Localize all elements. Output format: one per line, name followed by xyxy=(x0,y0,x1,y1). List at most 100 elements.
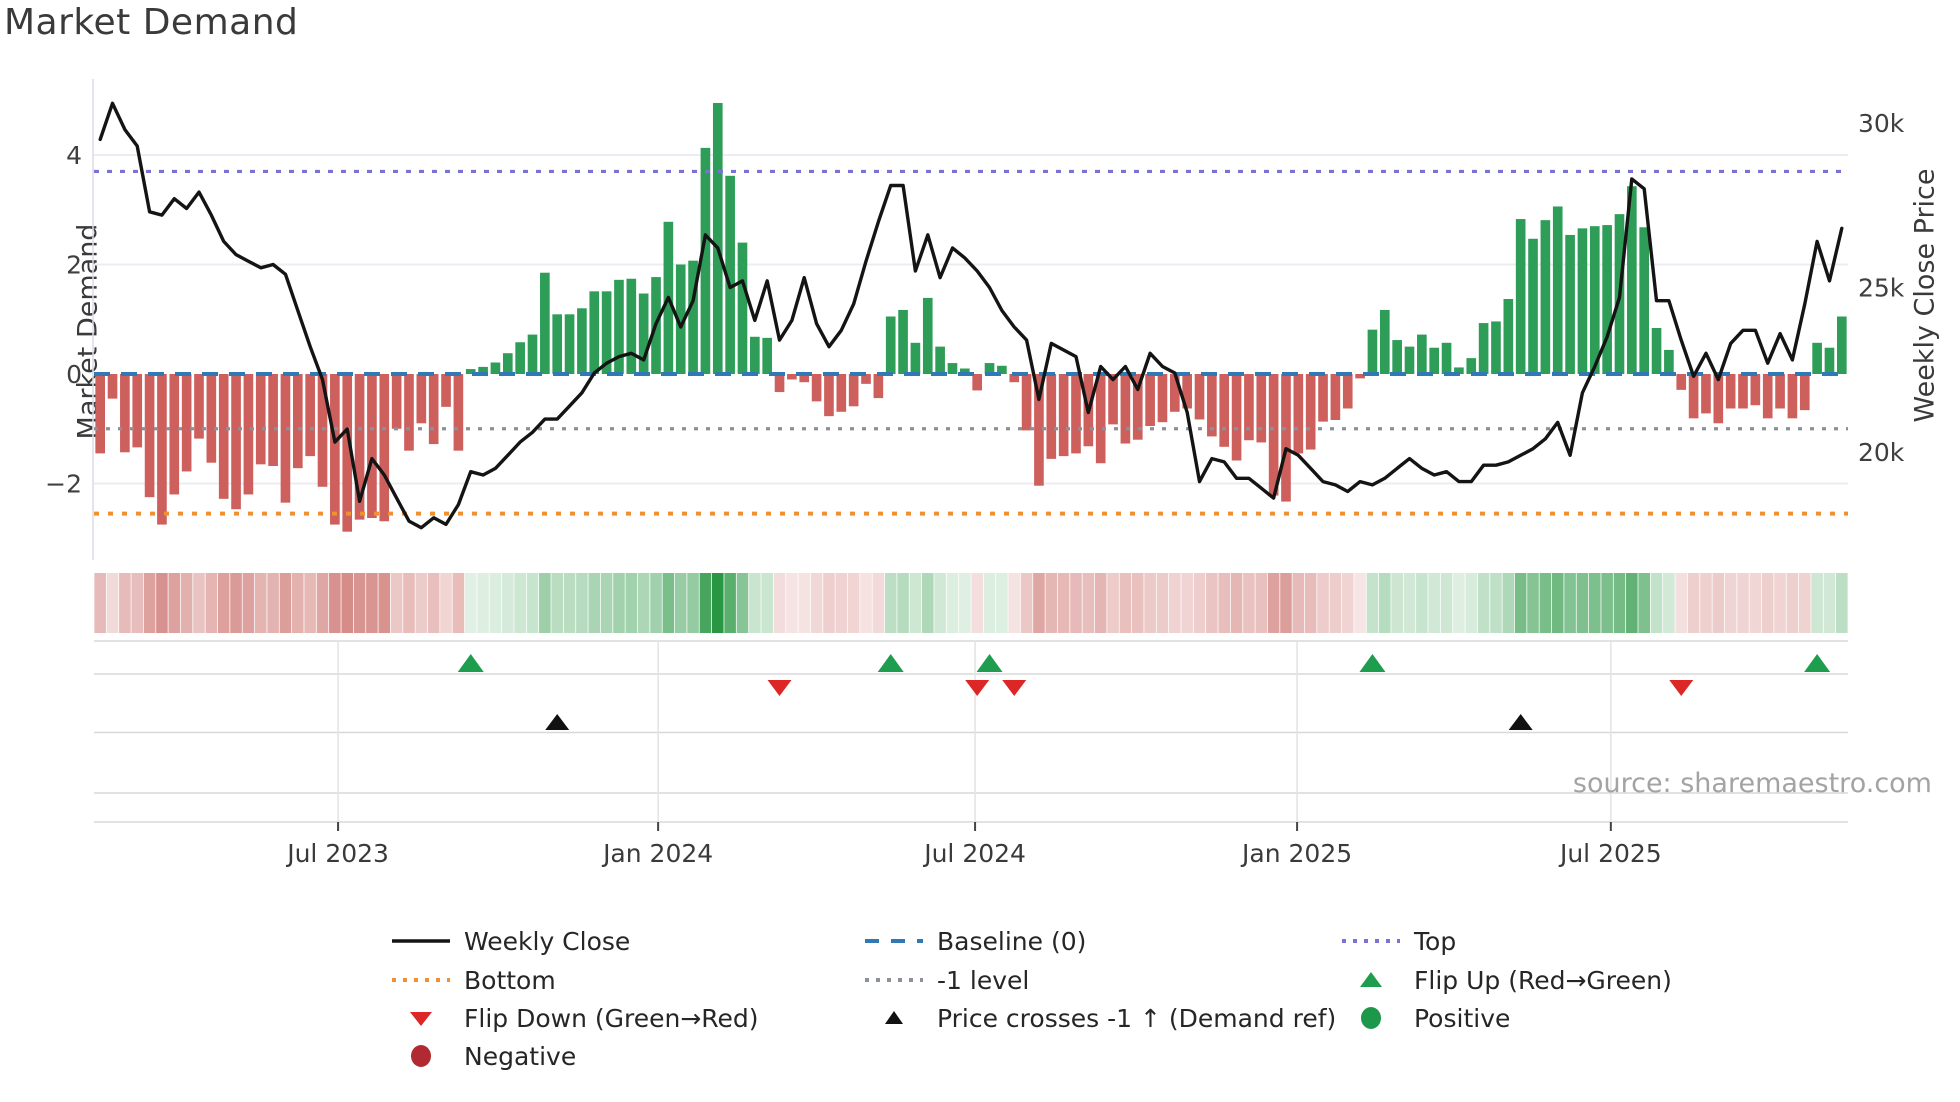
demand-bar-negative xyxy=(1676,374,1687,390)
demand-bar-positive xyxy=(465,369,476,374)
demand-bar-negative xyxy=(206,374,217,463)
heatmap-cell xyxy=(1094,573,1107,633)
demand-bar-positive xyxy=(737,242,748,374)
heatmap-cell xyxy=(662,573,675,633)
demand-bar-negative xyxy=(1108,374,1118,425)
heatmap-cell xyxy=(1465,573,1478,633)
heatmap-cell xyxy=(1280,573,1292,633)
demand-bar-positive xyxy=(1528,238,1538,374)
legend-swatch xyxy=(390,1005,452,1031)
legend-item: Top xyxy=(1340,924,1456,958)
demand-bar-negative xyxy=(1207,374,1217,437)
demand-bar-positive xyxy=(1491,321,1501,374)
legend-item: Price crosses -1 ↑ (Demand ref) xyxy=(863,1001,1336,1035)
demand-bar-positive xyxy=(922,297,933,374)
heatmap-cell xyxy=(1761,573,1774,633)
legend-label: Weekly Close xyxy=(464,926,631,956)
demand-bar-positive xyxy=(675,264,686,374)
demand-bar-positive xyxy=(960,368,970,374)
demand-bar-positive xyxy=(540,272,550,374)
heatmap-cell xyxy=(464,573,477,633)
heatmap-cell xyxy=(1626,573,1638,633)
legend-swatch xyxy=(390,967,452,993)
demand-bar-negative xyxy=(305,374,315,457)
demand-bar-positive xyxy=(1589,226,1600,374)
heatmap-cell xyxy=(613,573,625,633)
heatmap-cell xyxy=(1650,573,1663,633)
demand-bar-positive xyxy=(1515,219,1526,374)
demand-bar-positive xyxy=(614,279,624,374)
heatmap-cell xyxy=(1057,573,1070,633)
heatmap-cell xyxy=(946,573,959,633)
heatmap-cell xyxy=(1391,573,1403,633)
demand-bar-negative xyxy=(824,374,834,417)
legend-label: Flip Up (Red→Green) xyxy=(1414,965,1672,995)
demand-bar-positive xyxy=(1392,340,1402,374)
heatmap-cell xyxy=(415,573,428,633)
demand-bar-positive xyxy=(725,175,735,374)
heatmap-cell xyxy=(1366,573,1379,633)
heatmap-cell xyxy=(551,573,564,633)
demand-bar-negative xyxy=(354,374,365,520)
demand-bar-positive xyxy=(564,314,575,374)
flip-up-icon xyxy=(1360,972,1382,987)
demand-bar-negative xyxy=(1194,374,1205,420)
demand-bar-negative xyxy=(1120,374,1131,444)
heatmap-cell xyxy=(106,573,119,633)
heatmap-cell xyxy=(798,573,811,633)
demand-bar-negative xyxy=(379,374,390,522)
heatmap-cell xyxy=(1836,573,1848,633)
source-credit: source: sharemaestro.com xyxy=(1572,768,1932,799)
demand-bar-negative xyxy=(1750,374,1761,406)
demand-bar-positive xyxy=(688,260,698,374)
demand-bar-positive xyxy=(1552,206,1563,374)
heatmap-cell xyxy=(242,573,255,633)
heatmap-cell xyxy=(1453,573,1465,633)
demand-bar-negative xyxy=(194,374,204,439)
heatmap-cell xyxy=(1687,573,1700,633)
heatmap-cell xyxy=(1304,573,1317,633)
demand-bar-positive xyxy=(1651,328,1662,374)
demand-bar-negative xyxy=(317,374,328,487)
heatmap-cell xyxy=(1193,573,1206,633)
demand-bar-negative xyxy=(107,374,118,399)
demand-bar-positive xyxy=(1404,346,1415,374)
left-axis-tick-label: 2 xyxy=(66,251,82,280)
demand-bar-negative xyxy=(330,374,340,525)
flip-up-marker xyxy=(976,654,1003,672)
heatmap-cell xyxy=(860,573,872,633)
heatmap-cell xyxy=(1341,573,1354,633)
heatmap-cell xyxy=(193,573,205,633)
heatmap-cell xyxy=(1181,573,1193,633)
demand-bar-positive xyxy=(885,316,896,374)
demand-bar-negative xyxy=(243,374,254,495)
demand-bar-negative xyxy=(1145,374,1155,427)
demand-bar-negative xyxy=(1355,374,1365,379)
demand-bar-negative xyxy=(169,374,180,495)
heatmap-cell xyxy=(279,573,292,633)
demand-bar-negative xyxy=(1799,374,1810,411)
heatmap-cell xyxy=(1564,573,1576,633)
demand-bar-negative xyxy=(280,374,291,503)
heatmap-cell xyxy=(440,573,452,633)
demand-bar-negative xyxy=(1256,374,1267,443)
demand-bar-negative xyxy=(132,374,143,448)
heatmap-cell xyxy=(810,573,823,633)
heatmap-cell xyxy=(316,573,329,633)
demand-bar-negative xyxy=(1268,374,1279,496)
demand-bar-positive xyxy=(638,293,649,374)
heatmap-cell xyxy=(1317,573,1329,633)
demand-bar-positive xyxy=(712,102,723,375)
demand-bar-negative xyxy=(1787,374,1798,419)
heatmap-cell xyxy=(180,573,193,633)
demand-bar-negative xyxy=(1034,374,1044,486)
demand-bar-negative xyxy=(848,374,859,407)
chart-title: Market Demand xyxy=(4,2,299,43)
demand-bar-negative xyxy=(441,374,451,407)
demand-bar-positive xyxy=(502,353,513,374)
legend-swatch xyxy=(390,1043,452,1069)
heatmap-cell xyxy=(1403,573,1416,633)
price-cross-icon xyxy=(885,1011,903,1024)
legend-swatch xyxy=(863,967,925,993)
heatmap-cell xyxy=(761,573,773,633)
